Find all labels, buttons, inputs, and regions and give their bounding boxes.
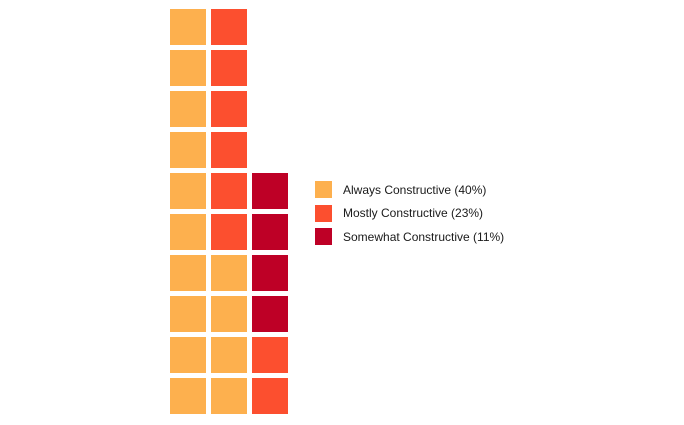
legend-swatch-always-constructive — [315, 181, 332, 199]
waffle-cell-always-constructive — [211, 378, 247, 414]
waffle-cell-always-constructive — [170, 378, 206, 414]
waffle-cell-mostly-constructive — [211, 214, 247, 250]
legend-item-somewhat-constructive: Somewhat Constructive (11%) — [315, 225, 504, 249]
waffle-cell-mostly-constructive — [211, 132, 247, 168]
waffle-cell-always-constructive — [170, 296, 206, 332]
waffle-cell-always-constructive — [170, 255, 206, 291]
waffle-cell-always-constructive — [211, 296, 247, 332]
waffle-cell-always-constructive — [170, 337, 206, 373]
waffle-cell-somewhat-constructive — [252, 255, 288, 291]
legend: Always Constructive (40%) Mostly Constru… — [315, 178, 504, 249]
waffle-cell-always-constructive — [211, 255, 247, 291]
legend-item-always-constructive: Always Constructive (40%) — [315, 178, 504, 202]
waffle-cell-always-constructive — [170, 173, 206, 209]
waffle-cell-mostly-constructive — [211, 91, 247, 127]
legend-label-mostly-constructive: Mostly Constructive (23%) — [343, 206, 484, 221]
legend-swatch-somewhat-constructive — [315, 228, 332, 246]
waffle-cell-always-constructive — [170, 214, 206, 250]
waffle-cell-mostly-constructive — [211, 173, 247, 209]
waffle-cell-always-constructive — [170, 132, 206, 168]
legend-swatch-mostly-constructive — [315, 204, 332, 222]
legend-item-mostly-constructive: Mostly Constructive (23%) — [315, 202, 504, 226]
waffle-cell-always-constructive — [170, 91, 206, 127]
waffle-cell-always-constructive — [170, 50, 206, 86]
legend-label-somewhat-constructive: Somewhat Constructive (11%) — [343, 229, 505, 244]
waffle-cell-somewhat-constructive — [252, 173, 288, 209]
legend-label-always-constructive: Always Constructive (40%) — [343, 182, 487, 197]
waffle-cell-mostly-constructive — [252, 378, 288, 414]
waffle-cell-somewhat-constructive — [252, 214, 288, 250]
waffle-cell-mostly-constructive — [211, 9, 247, 45]
waffle-cell-mostly-constructive — [211, 50, 247, 86]
waffle-cell-always-constructive — [211, 337, 247, 373]
waffle-cell-mostly-constructive — [252, 337, 288, 373]
waffle-cell-somewhat-constructive — [252, 296, 288, 332]
waffle-cell-always-constructive — [170, 9, 206, 45]
